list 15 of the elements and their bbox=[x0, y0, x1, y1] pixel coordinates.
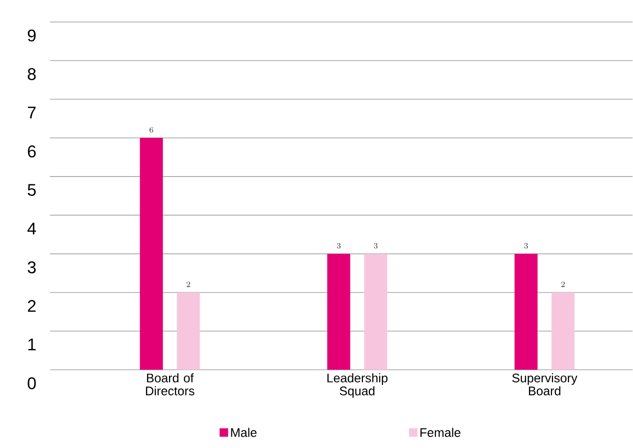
x-tick-label: Supervisory Board bbox=[512, 373, 578, 396]
x-tick-label: Leadership Squad bbox=[327, 373, 388, 398]
y-tick-label: 3 bbox=[28, 261, 36, 274]
y-tick-label: 7 bbox=[28, 106, 36, 119]
y-tick-label: 9 bbox=[28, 30, 36, 42]
x-tick-label: Board of Directors bbox=[146, 373, 194, 396]
legend-label: Male bbox=[231, 428, 257, 438]
y-tick-label: 6 bbox=[28, 146, 36, 158]
y-tick-label: 0 bbox=[28, 377, 36, 390]
y-tick-label: 4 bbox=[27, 222, 36, 234]
y-tick-label: 1 bbox=[28, 338, 36, 350]
legend-label: Female bbox=[420, 428, 460, 438]
y-tick-label: 8 bbox=[28, 68, 36, 80]
y-tick-label: 5 bbox=[28, 184, 36, 196]
y-tick-label: 2 bbox=[28, 300, 36, 312]
